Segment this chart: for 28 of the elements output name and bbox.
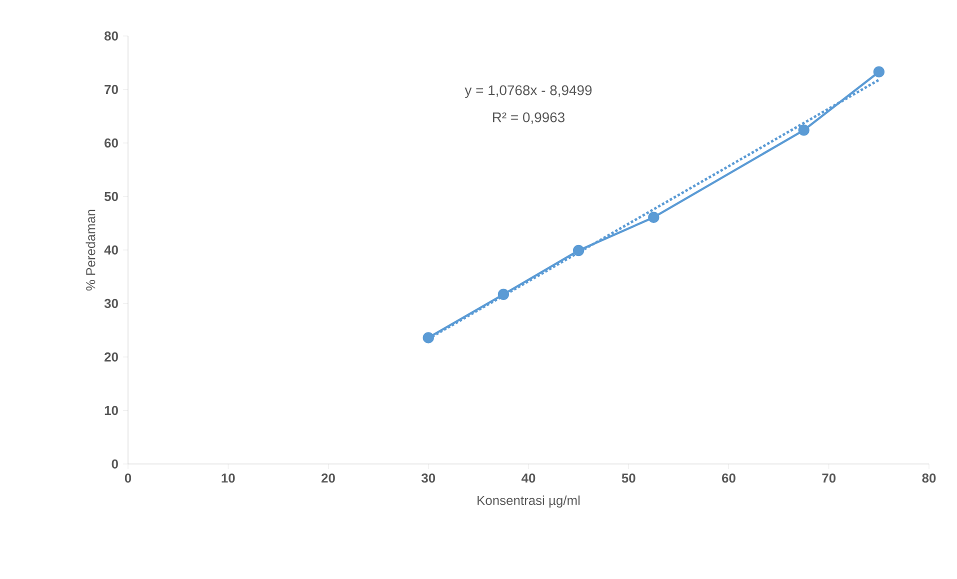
y-tick-label: 20 [104, 352, 118, 362]
annotation: R² = 0,9963 [493, 112, 565, 124]
y-tick-label: 70 [104, 84, 118, 94]
y-tick-label: 10 [104, 406, 118, 416]
x-tick-label: 60 [722, 474, 736, 483]
x-tick-label: 40 [522, 474, 536, 483]
point [498, 288, 510, 300]
y-tick-label: 50 [104, 192, 118, 202]
x-tick-label: 30 [421, 474, 436, 483]
point [422, 332, 434, 344]
x-tick-label: 0 [124, 474, 132, 483]
point [798, 124, 810, 136]
annotation: y = 1,0768x - 8,9499 [464, 85, 592, 98]
point [873, 66, 885, 78]
y-tick-label: 60 [104, 138, 118, 148]
x-tick-label: 70 [822, 474, 836, 483]
x-tick-label: 10 [222, 474, 235, 483]
x-tick-label: 20 [322, 474, 335, 483]
x-axis-title: Konsentrasi µg/ml [478, 496, 580, 508]
y-tick-label: 40 [104, 245, 118, 255]
point [648, 212, 660, 223]
x-tick-label: 80 [922, 474, 936, 483]
y-axis-title: % Peredaman [86, 210, 96, 291]
y-tick-label: 0 [112, 459, 118, 469]
y-tick-label: 30 [104, 298, 118, 308]
point [572, 244, 584, 256]
y-tick-label: 80 [104, 31, 118, 41]
x-tick-label: 50 [622, 474, 636, 483]
